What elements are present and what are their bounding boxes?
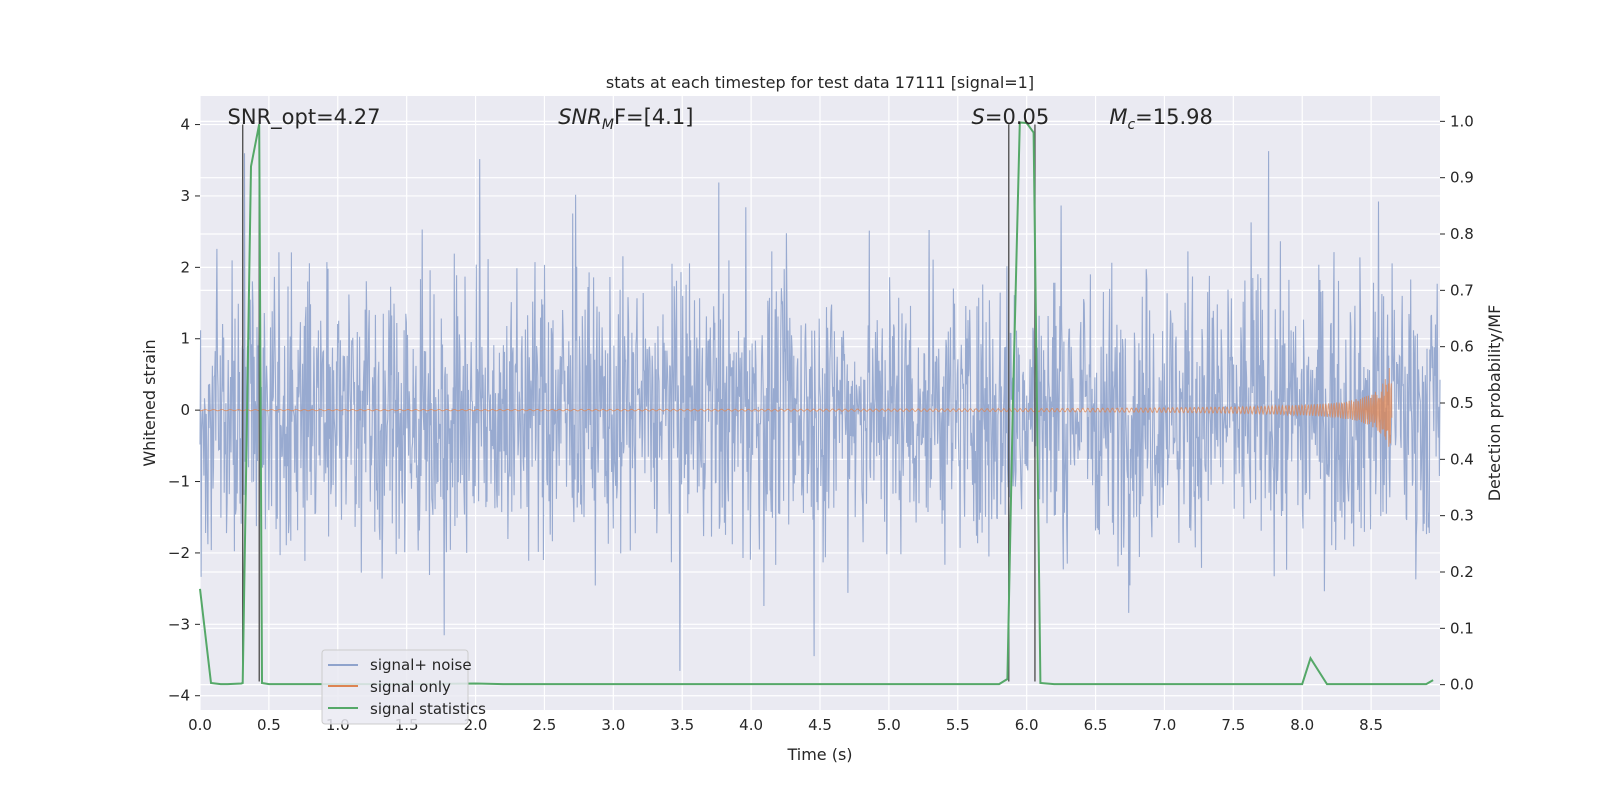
y-right-axis-ticks: 0.0 0.1 0.2 0.3 0.4 0.5 0.6 0.7 0.8 0.9 1.0 xyxy=(1440,112,1474,694)
x-tick-label: 7.0 xyxy=(1153,716,1177,734)
annotation: SNR_opt=4.27 xyxy=(228,105,381,130)
y-left-tick-label: −4 xyxy=(168,687,190,705)
annotation: S=0.05 xyxy=(972,105,1050,129)
y-left-tick-label: 1 xyxy=(180,330,190,348)
y-left-axis-label: Whitened strain xyxy=(140,339,159,466)
x-tick-label: 4.0 xyxy=(739,716,763,734)
signal-statistics-line xyxy=(199,121,1434,686)
signal-plus-noise-series xyxy=(199,151,1441,671)
y-left-tick-label: 4 xyxy=(180,116,190,134)
y-left-tick-label: −2 xyxy=(168,544,190,562)
x-tick-label: 6.5 xyxy=(1084,716,1108,734)
y-left-tick-label: 2 xyxy=(180,258,190,276)
x-axis-label: Time (s) xyxy=(786,745,852,764)
annotation: Mc=15.98 xyxy=(1109,105,1213,133)
y-left-tick-label: −1 xyxy=(168,473,190,491)
y-left-tick-label: 0 xyxy=(180,401,190,419)
y-right-tick-label: 0.1 xyxy=(1450,619,1474,637)
y-right-tick-label: 0.0 xyxy=(1450,676,1474,694)
legend-label-noise: signal+ noise xyxy=(370,656,472,674)
x-tick-label: 5.5 xyxy=(946,716,970,734)
x-tick-label: 3.5 xyxy=(670,716,694,734)
legend: signal+ noise signal only signal statist… xyxy=(321,649,486,725)
y-left-tick-label: 3 xyxy=(180,187,190,205)
x-tick-label: 3.0 xyxy=(601,716,625,734)
y-right-tick-label: 1.0 xyxy=(1450,112,1474,130)
x-tick-label: 0.0 xyxy=(188,716,212,734)
legend-label-statistics: signal statistics xyxy=(370,700,486,718)
y-right-tick-label: 0.9 xyxy=(1450,169,1474,187)
annotation: SNRMF=[4.1] xyxy=(558,105,693,133)
x-tick-label: 2.0 xyxy=(464,716,488,734)
x-axis-ticks: 0.0 0.5 1.0 1.5 2.0 2.5 3.0 3.5 4.0 4.5 5.0 5.5 6.0 6… xyxy=(188,716,1383,734)
y-left-axis-ticks: −4 −3 −2 −1 0 1 2 3 4 xyxy=(168,116,200,705)
y-right-tick-label: 0.8 xyxy=(1450,225,1474,243)
x-tick-label: 8.0 xyxy=(1290,716,1314,734)
legend-box xyxy=(321,649,469,725)
chart-title: stats at each timestep for test data 171… xyxy=(606,73,1034,92)
y-left-tick-label: −3 xyxy=(168,615,190,633)
y-right-tick-label: 0.4 xyxy=(1450,450,1474,468)
y-right-tick-label: 0.7 xyxy=(1450,281,1474,299)
x-tick-label: 7.5 xyxy=(1221,716,1245,734)
legend-label-signal: signal only xyxy=(370,678,451,696)
signal-only-series xyxy=(199,367,1393,447)
x-tick-label: 8.5 xyxy=(1359,716,1383,734)
y-right-tick-label: 0.5 xyxy=(1450,394,1474,412)
signal-statistics-series xyxy=(199,121,1434,686)
x-tick-label: 5.0 xyxy=(877,716,901,734)
y-right-axis-label: Detection probability/MF xyxy=(1485,305,1504,502)
signal-plus-noise-line xyxy=(199,151,1441,671)
signal-only-line xyxy=(199,367,1393,447)
y-right-tick-label: 0.2 xyxy=(1450,563,1474,581)
y-right-tick-label: 0.6 xyxy=(1450,338,1474,356)
x-tick-label: 6.0 xyxy=(1015,716,1039,734)
x-tick-label: 2.5 xyxy=(533,716,557,734)
annotations: SNR_opt=4.27 SNRMF=[4.1] S=0.05 Mc=15.98 xyxy=(228,105,1213,133)
x-tick-label: 4.5 xyxy=(808,716,832,734)
x-tick-label: 0.5 xyxy=(257,716,281,734)
y-right-tick-label: 0.3 xyxy=(1450,507,1474,525)
